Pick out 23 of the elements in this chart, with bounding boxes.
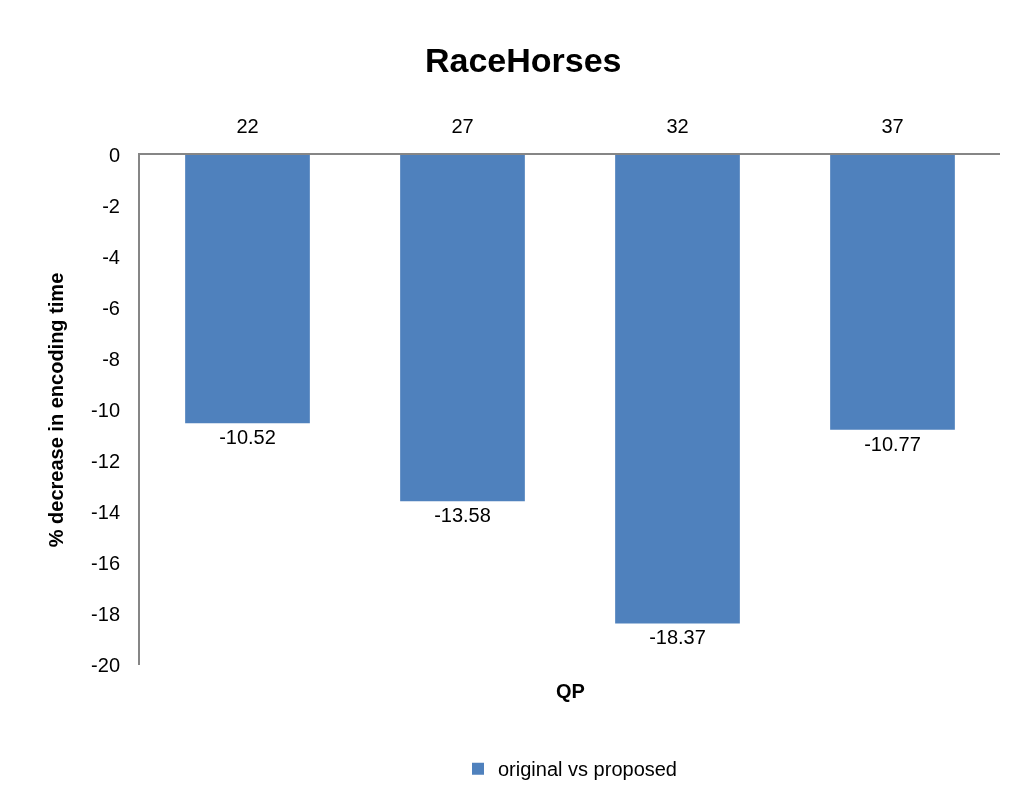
data-label: -10.52 [219,426,276,449]
x-tick-label: 22 [236,115,259,137]
y-tick-label: -8 [102,348,120,370]
y-tick-label: -2 [102,195,120,217]
x-tick-label: 37 [881,115,904,137]
y-axis-title: % decrease in encoding time [45,272,68,548]
data-label: -18.37 [649,626,706,649]
y-tick-label: -14 [91,501,120,523]
y-tick-label: -6 [102,297,120,319]
data-label: -13.58 [434,504,491,527]
y-tick-label: 0 [108,144,120,166]
y-tick-label: -20 [91,654,120,676]
x-tick-label: 32 [666,115,689,137]
y-tick-label: -18 [91,603,120,625]
legend-label: original vs proposed [498,758,677,781]
y-tick-label: -12 [91,450,120,472]
y-tick-label: -16 [91,552,120,574]
x-axis-title: QP [556,680,585,702]
x-tick-label: 27 [451,115,474,137]
data-label: -10.77 [864,432,921,455]
chart-title: RaceHorses [424,40,622,79]
y-tick-label: -4 [102,246,120,268]
y-tick-label: -10 [91,399,120,421]
